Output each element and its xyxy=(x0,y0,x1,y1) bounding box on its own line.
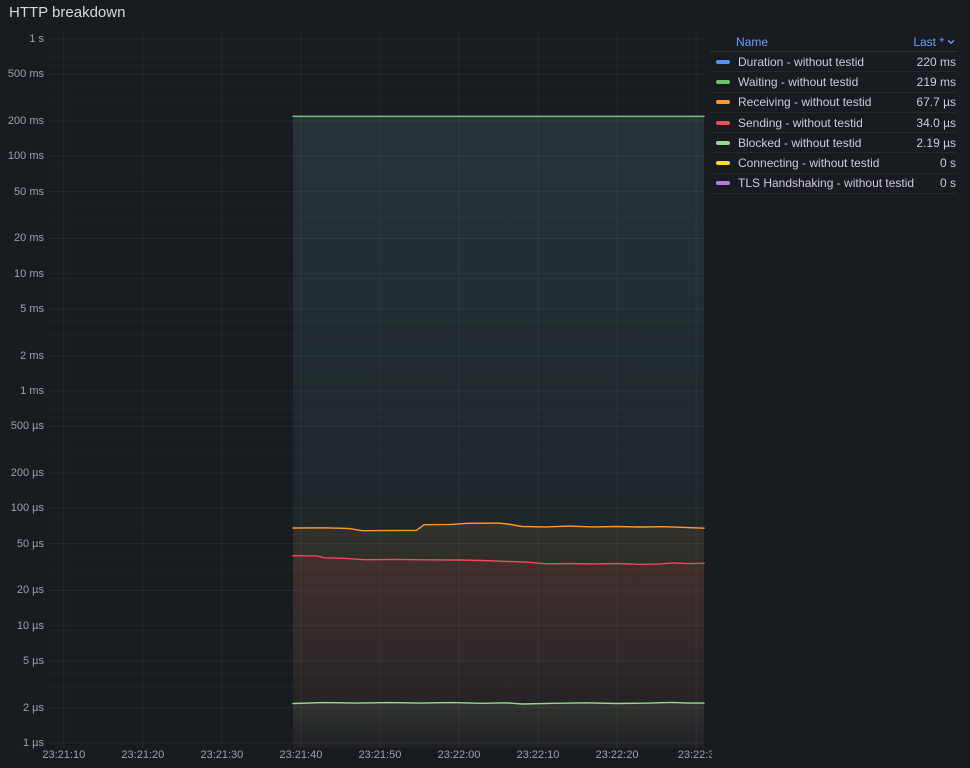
series-line xyxy=(292,555,705,566)
legend-series-label[interactable]: Sending - without testid xyxy=(738,115,863,130)
legend-series-label[interactable]: Blocked - without testid xyxy=(738,135,862,150)
y-axis-tick-label: 10 ms xyxy=(14,267,44,280)
legend-row: Waiting - without testid 219 ms xyxy=(710,72,956,93)
series-color-swatch xyxy=(716,120,730,125)
legend-row: TLS Handshaking - without testid 0 s xyxy=(710,174,956,195)
y-axis-tick-label: 5 µs xyxy=(22,654,44,667)
y-axis-tick-label: 1 ms xyxy=(20,384,44,397)
legend-row: Sending - without testid 34.0 µs xyxy=(710,113,956,134)
legend-row: Duration - without testid 220 ms xyxy=(710,52,956,73)
y-axis-tick-label: 2 µs xyxy=(22,701,44,714)
legend-series-value: 219 ms xyxy=(916,74,956,89)
series-color-swatch xyxy=(716,140,730,145)
x-axis-tick-label: 23:22:3 xyxy=(677,749,712,761)
legend-series-label[interactable]: Duration - without testid xyxy=(738,54,865,69)
series-color-swatch xyxy=(716,161,730,166)
y-axis-tick-label: 5 ms xyxy=(20,302,44,315)
legend-table: Name Last * Duration - without testid 220… xyxy=(710,32,956,195)
x-axis-tick-label: 23:22:10 xyxy=(516,749,560,761)
y-axis: 1 s 500 ms 200 ms 100 ms 50 ms 20 ms 10 ms 5 ms… xyxy=(0,0,44,768)
y-axis-tick-label: 1 s xyxy=(29,33,44,45)
y-axis-tick-label: 1 µs xyxy=(22,736,44,749)
x-axis-tick-label: 23:21:20 xyxy=(121,749,165,761)
legend-series-value: 2.19 µs xyxy=(916,135,956,150)
y-axis-tick-label: 200 µs xyxy=(10,467,44,479)
legend-series-value: 0 s xyxy=(939,156,956,171)
legend-series-value: 67.7 µs xyxy=(916,95,956,110)
x-axis-tick-label: 23:21:10 xyxy=(42,749,86,761)
y-axis-tick-label: 200 ms xyxy=(7,115,44,127)
series-color-swatch xyxy=(716,181,730,186)
y-axis-tick-label: 50 µs xyxy=(16,537,44,550)
y-axis-tick-label: 100 µs xyxy=(10,502,44,515)
x-axis-tick-label: 23:22:20 xyxy=(595,749,639,761)
series-color-swatch xyxy=(716,100,730,105)
legend-series-label[interactable]: Receiving - without testid xyxy=(738,95,872,110)
x-axis-tick-label: 23:21:30 xyxy=(200,749,244,761)
y-axis-tick-label: 10 µs xyxy=(16,619,44,632)
series-line xyxy=(292,701,705,705)
panel-title[interactable]: HTTP breakdown xyxy=(9,4,126,21)
x-axis-tick-label: 23:21:40 xyxy=(279,749,323,761)
x-axis-tick-label: 23:22:00 xyxy=(437,749,481,761)
legend-header-last-label: Last * xyxy=(913,34,944,49)
legend-series-label[interactable]: TLS Handshaking - without testid xyxy=(738,176,915,191)
series-color-swatch xyxy=(716,59,730,64)
y-axis-tick-label: 500 µs xyxy=(10,420,44,433)
series-area xyxy=(293,555,704,748)
series-line xyxy=(292,522,705,532)
y-axis-tick-label: 50 ms xyxy=(14,185,44,198)
series-color-swatch xyxy=(716,79,730,84)
chevron-down-icon xyxy=(947,39,955,44)
legend-row: Connecting - without testid 0 s xyxy=(710,153,956,174)
x-axis-tick-label: 23:21:50 xyxy=(358,749,402,761)
y-axis-tick-label: 20 ms xyxy=(14,232,44,245)
y-axis-tick-label: 100 ms xyxy=(7,150,44,163)
series-area xyxy=(293,702,704,748)
x-axis: 23:21:10 23:21:20 23:21:30 23:21:40 23:21:50… xyxy=(0,748,712,766)
legend-series-value: 0 s xyxy=(939,176,956,191)
legend-series-label[interactable]: Connecting - without testid xyxy=(738,156,880,171)
legend-series-value: 220 ms xyxy=(916,54,956,69)
legend-header: Name Last * xyxy=(710,32,956,52)
y-axis-tick-label: 500 ms xyxy=(7,68,44,81)
legend-header-name[interactable]: Name xyxy=(736,34,769,49)
y-axis-tick-label: 2 ms xyxy=(20,349,44,362)
legend-series-label[interactable]: Waiting - without testid xyxy=(738,74,859,89)
legend-row: Receiving - without testid 67.7 µs xyxy=(710,93,956,113)
legend-series-value: 34.0 µs xyxy=(916,115,956,130)
legend-header-last[interactable]: Last * xyxy=(913,35,956,49)
legend-row: Blocked - without testid 2.19 µs xyxy=(710,133,956,154)
y-axis-tick-label: 20 µs xyxy=(16,584,44,597)
